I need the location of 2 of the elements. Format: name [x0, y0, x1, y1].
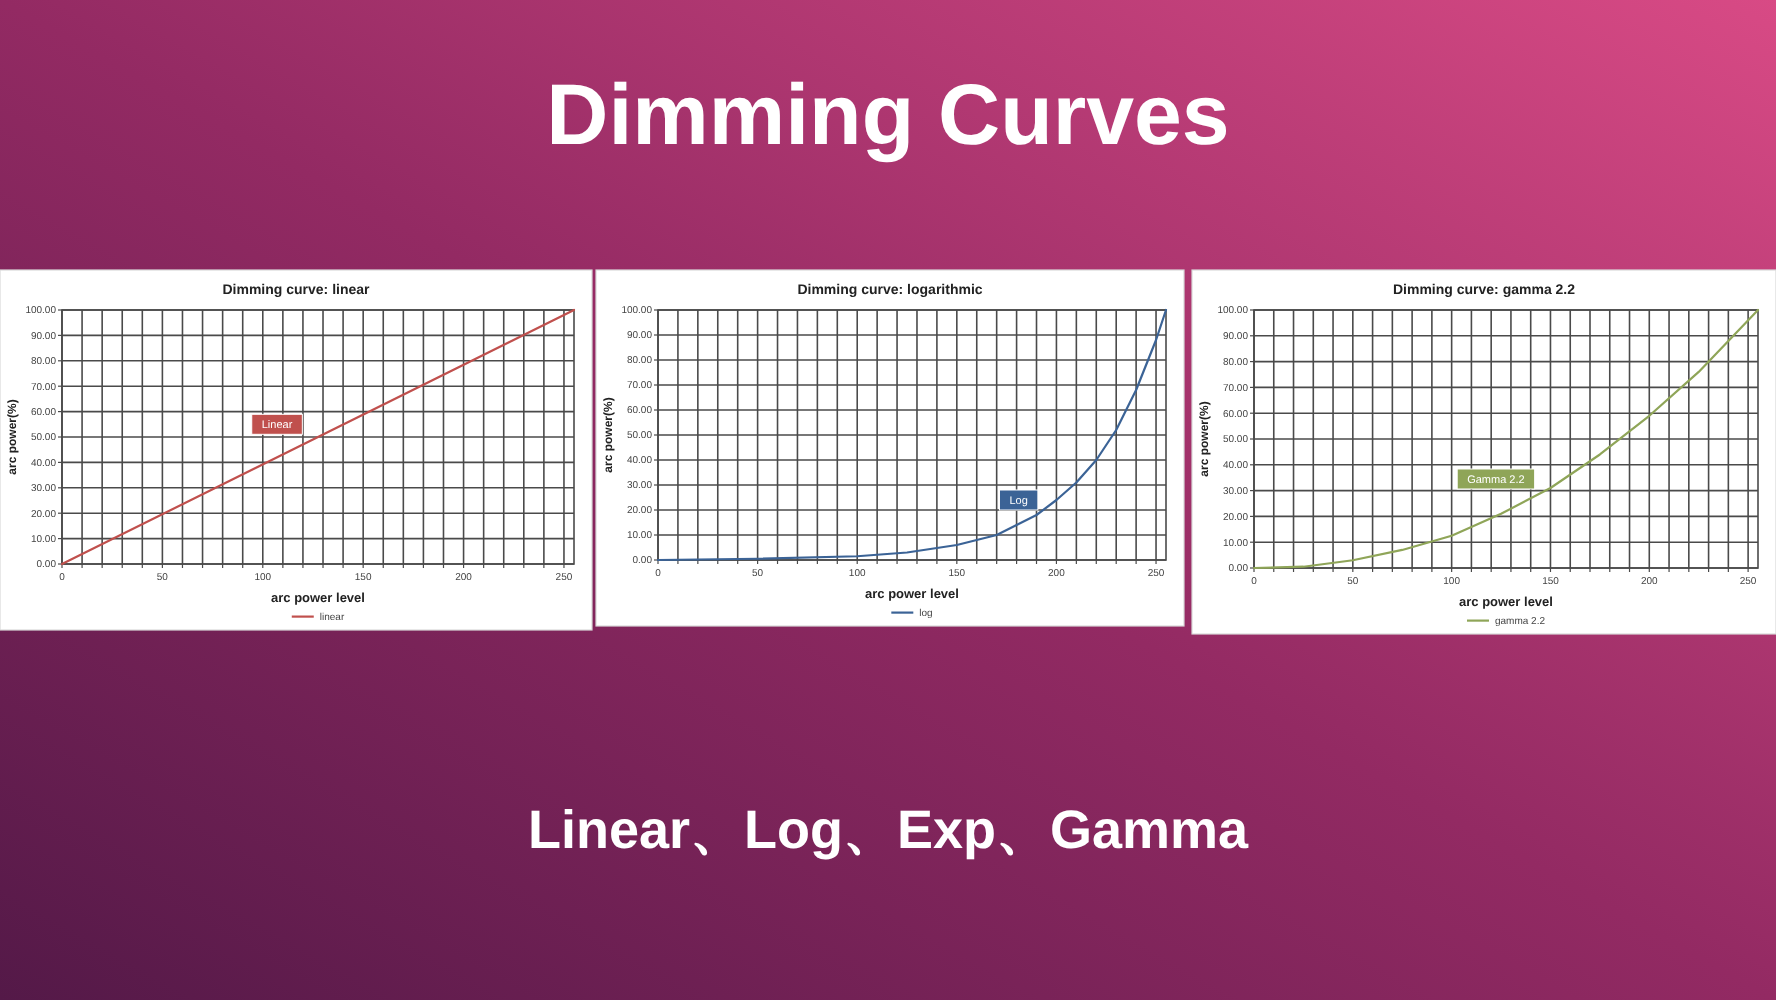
- text: Linear、Log、Exp、Gamma: [527, 800, 1251, 860]
- text: Dimming Curves: [546, 68, 1230, 164]
